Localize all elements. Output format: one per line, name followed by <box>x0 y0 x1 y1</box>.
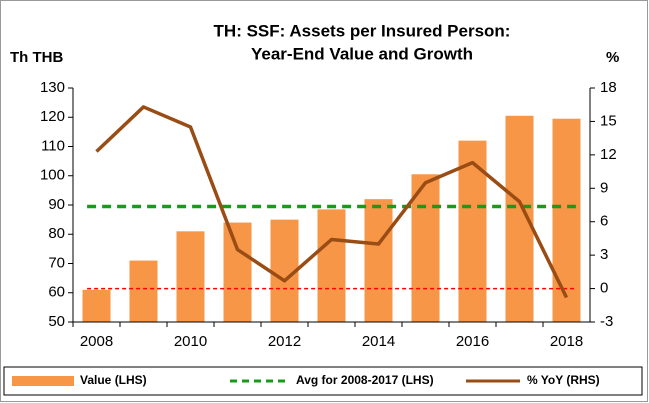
bar <box>129 260 158 322</box>
y-tick-label: 50 <box>48 313 65 330</box>
y-tick-label: 110 <box>41 137 65 154</box>
legend-label: Value (LHS) <box>80 373 147 387</box>
legend <box>3 366 643 396</box>
bar <box>223 222 252 322</box>
y2-tick-label: 0 <box>600 280 608 297</box>
y2-tick-label: 3 <box>600 246 608 263</box>
y2-axis-label: % <box>606 49 619 66</box>
legend-swatch-bar <box>12 376 74 386</box>
bar <box>552 118 581 323</box>
y-tick-label: 90 <box>48 196 65 213</box>
x-tick-label: 2018 <box>550 333 583 350</box>
y2-tick-label: 18 <box>600 79 617 96</box>
y-tick-label: 70 <box>48 254 65 271</box>
bar <box>411 174 440 322</box>
x-tick-label: 2012 <box>268 333 301 350</box>
bar <box>176 231 205 322</box>
bar <box>364 199 393 322</box>
y2-tick-label: 6 <box>600 213 608 230</box>
y-axis-label: Th THB <box>10 49 63 66</box>
x-tick-label: 2014 <box>362 333 395 350</box>
y2-tick-label: 15 <box>600 112 617 129</box>
chart-title: Year-End Value and Growth <box>251 44 473 63</box>
yoy-line <box>95 105 569 299</box>
y-tick-label: 60 <box>48 284 65 301</box>
chart-title: TH: SSF: Assets per Insured Person: <box>214 21 511 40</box>
y2-tick-label: 9 <box>600 179 608 196</box>
y2-tick-label: -3 <box>600 313 613 330</box>
x-tick-label: 2008 <box>80 333 113 350</box>
y-tick-label: 130 <box>40 79 65 96</box>
bar <box>317 209 346 322</box>
bar <box>82 289 111 322</box>
legend-label: % YoY (RHS) <box>527 373 600 387</box>
x-tick-label: 2010 <box>174 333 207 350</box>
y-tick-label: 120 <box>40 108 65 125</box>
legend-label: Avg for 2008-2017 (LHS) <box>296 373 434 387</box>
x-tick-label: 2016 <box>456 333 489 350</box>
y2-tick-label: 12 <box>600 146 617 163</box>
y-tick-label: 100 <box>40 167 65 184</box>
y-tick-label: 80 <box>48 225 65 242</box>
